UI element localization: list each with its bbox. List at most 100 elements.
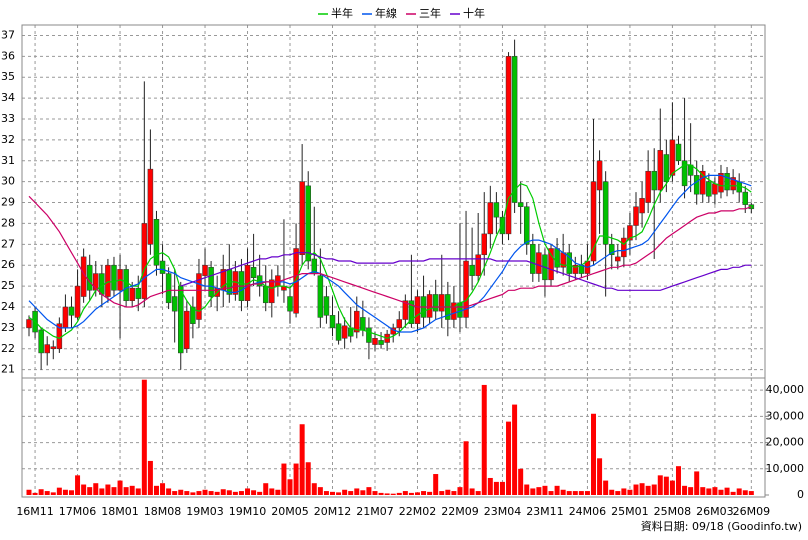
volume-bar xyxy=(427,491,433,495)
legend-label: 年線 xyxy=(375,6,397,20)
candle-body xyxy=(165,273,172,304)
candle-body xyxy=(402,300,409,320)
candle-body xyxy=(608,244,615,256)
volume-bar xyxy=(396,492,402,495)
volume-bar xyxy=(172,491,178,495)
y-tick-label: 31 xyxy=(1,154,15,167)
candle-body xyxy=(147,168,154,245)
volume-bar xyxy=(135,488,141,495)
volume-bar xyxy=(311,483,317,495)
volume-bar xyxy=(293,463,299,495)
volume-bar xyxy=(323,491,329,495)
volume-bar xyxy=(475,491,481,495)
y-tick-label: 34 xyxy=(1,91,15,104)
candle-body xyxy=(742,191,749,205)
candle-body xyxy=(511,56,518,203)
volume-bar xyxy=(718,489,724,495)
candle-body xyxy=(123,269,129,301)
candle-body xyxy=(590,181,597,262)
volume-bar xyxy=(299,424,305,495)
volume-bar xyxy=(384,493,390,495)
volume-bar xyxy=(633,484,639,495)
volume-bar xyxy=(481,384,487,495)
volume-bar xyxy=(414,492,420,495)
volume-bar xyxy=(129,485,135,495)
candle-body xyxy=(530,244,536,274)
volume-bar xyxy=(742,490,748,495)
volume-bar xyxy=(141,379,147,495)
candle-body xyxy=(99,273,105,295)
volume-bar xyxy=(336,492,342,495)
volume-bar xyxy=(566,491,572,495)
volume-bar xyxy=(445,489,451,495)
volume-bar xyxy=(493,481,499,495)
y-tick-label: 24 xyxy=(1,300,15,313)
volume-bar xyxy=(469,488,475,495)
candle-body xyxy=(517,202,524,207)
candle-body xyxy=(481,233,487,256)
volume-bar xyxy=(621,488,627,495)
candle-body xyxy=(499,216,506,235)
candle-body xyxy=(262,285,269,304)
x-tick-label: 18M08 xyxy=(144,505,182,518)
volume-bar xyxy=(50,492,56,495)
y-tick-label: 30 xyxy=(1,175,15,188)
volume-bar xyxy=(657,475,663,495)
volume-bar xyxy=(591,413,597,495)
x-tick-label: 25M01 xyxy=(611,505,649,518)
volume-bar xyxy=(147,460,153,495)
candle-body xyxy=(487,202,494,235)
candle-body xyxy=(68,306,75,316)
volume-bar xyxy=(348,491,354,495)
volume-bar xyxy=(232,491,238,495)
candle-body xyxy=(748,204,755,210)
volume-bar xyxy=(639,483,645,495)
volume-tick-label: 40,000 xyxy=(766,383,805,396)
volume-bar xyxy=(439,491,445,495)
candle-body xyxy=(669,139,676,176)
volume-bar xyxy=(354,488,360,495)
candle-body xyxy=(633,206,639,226)
candle-body xyxy=(269,279,275,304)
volume-bar xyxy=(694,471,700,495)
volume-bar xyxy=(378,492,384,495)
volume-bar xyxy=(196,491,202,495)
candle-body xyxy=(578,264,585,274)
volume-bar xyxy=(75,475,81,495)
y-tick-label: 36 xyxy=(1,49,15,62)
x-tick-label: 20M12 xyxy=(314,505,352,518)
candle-body xyxy=(469,264,475,276)
volume-tick-label: 0 xyxy=(797,488,804,501)
candle-body xyxy=(250,267,257,278)
volume-bar xyxy=(245,488,251,495)
candle-body xyxy=(408,300,415,324)
volume-bar xyxy=(560,489,566,495)
volume-bar xyxy=(178,489,184,495)
candle-body xyxy=(305,185,311,262)
volume-bar xyxy=(487,477,493,495)
volume-bar xyxy=(542,485,548,495)
x-tick-label: 20M05 xyxy=(271,505,309,518)
x-tick-label: 26M09 xyxy=(733,505,771,518)
candle-body xyxy=(178,285,184,354)
candle-body xyxy=(627,225,633,241)
x-tick-label: 18M01 xyxy=(101,505,139,518)
x-tick-label: 26M03 xyxy=(696,505,734,518)
volume-bar xyxy=(184,491,190,495)
candle-body xyxy=(44,344,50,354)
candle-body xyxy=(572,264,579,274)
y-tick-label: 32 xyxy=(1,133,15,146)
volume-bar xyxy=(117,480,123,495)
volume-bar xyxy=(518,468,524,495)
legend-label: 十年 xyxy=(463,6,485,20)
volume-bar xyxy=(281,463,287,495)
candle-body xyxy=(153,219,160,266)
volume-bar xyxy=(81,484,87,495)
candle-body xyxy=(651,170,657,191)
volume-bar xyxy=(669,480,675,495)
volume-bar xyxy=(499,481,505,495)
volume-bar xyxy=(317,487,323,495)
candle-body xyxy=(675,143,682,162)
volume-bar xyxy=(32,492,38,495)
volume-bar xyxy=(663,476,669,495)
